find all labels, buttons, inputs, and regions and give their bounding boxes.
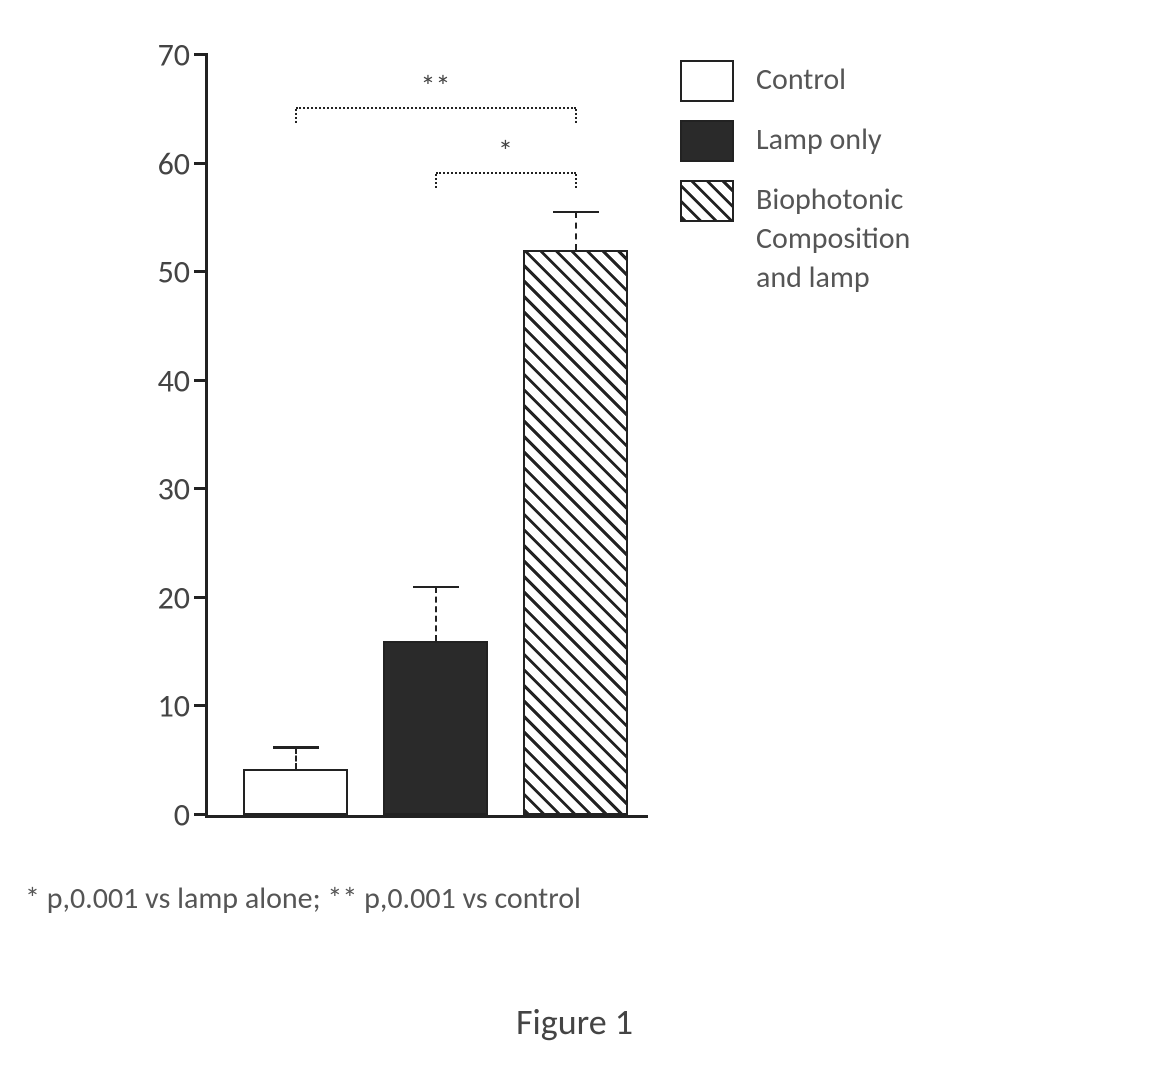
figure-page: Percentages of the bacterial mortality i…: [0, 0, 1149, 1082]
y-tick-mark: [194, 162, 208, 165]
y-tick-label: 40: [158, 361, 190, 400]
plot-area: *** 010203040506070: [205, 55, 648, 818]
error-bar: [435, 587, 437, 641]
significance-bracket: [296, 107, 576, 109]
y-tick-mark: [194, 53, 208, 56]
legend-item-biophotonic: BiophotonicComposition and lamp: [680, 180, 910, 297]
significance-bracket-drop: [575, 174, 577, 188]
y-tick-mark: [194, 270, 208, 273]
error-cap: [273, 746, 319, 749]
legend-swatch: [680, 60, 734, 102]
significance-label: *: [498, 133, 513, 170]
y-tick-mark: [194, 704, 208, 707]
legend-item-lamp_only: Lamp only: [680, 120, 910, 162]
legend-label: Lamp only: [756, 120, 882, 159]
error-bar: [575, 212, 577, 250]
legend-label: BiophotonicComposition and lamp: [756, 180, 910, 297]
error-cap: [413, 586, 459, 589]
bar-control: [243, 769, 348, 815]
y-tick-mark: [194, 813, 208, 816]
bar-biophotonic: [523, 250, 628, 815]
error-cap: [553, 211, 599, 214]
legend-swatch: [680, 180, 734, 222]
y-tick-mark: [194, 487, 208, 490]
y-tick-label: 0: [174, 796, 190, 835]
significance-label: **: [421, 68, 451, 105]
y-tick-label: 20: [158, 578, 190, 617]
y-tick-label: 10: [158, 687, 190, 726]
error-bar: [295, 748, 297, 770]
bars-container: ***: [208, 55, 648, 815]
legend-label: Control: [756, 60, 846, 99]
legend-swatch: [680, 120, 734, 162]
significance-bracket-drop: [435, 174, 437, 188]
y-tick-label: 50: [158, 253, 190, 292]
significance-bracket-drop: [575, 109, 577, 123]
y-tick-label: 70: [158, 36, 190, 75]
legend-item-control: Control: [680, 60, 910, 102]
significance-bracket: [436, 172, 576, 174]
significance-footnote: * p,0.001 vs lamp alone; ** p,0.001 vs c…: [25, 880, 581, 917]
y-tick-label: 60: [158, 144, 190, 183]
legend: Control Lamp only BiophotonicComposition a…: [680, 60, 910, 315]
y-tick-label: 30: [158, 470, 190, 509]
chart-area: Percentages of the bacterial mortality i…: [60, 30, 1100, 850]
y-tick-mark: [194, 379, 208, 382]
y-tick-mark: [194, 596, 208, 599]
bar-lamp_only: [383, 641, 488, 815]
significance-bracket-drop: [295, 109, 297, 123]
figure-caption: Figure 1: [0, 1000, 1149, 1044]
